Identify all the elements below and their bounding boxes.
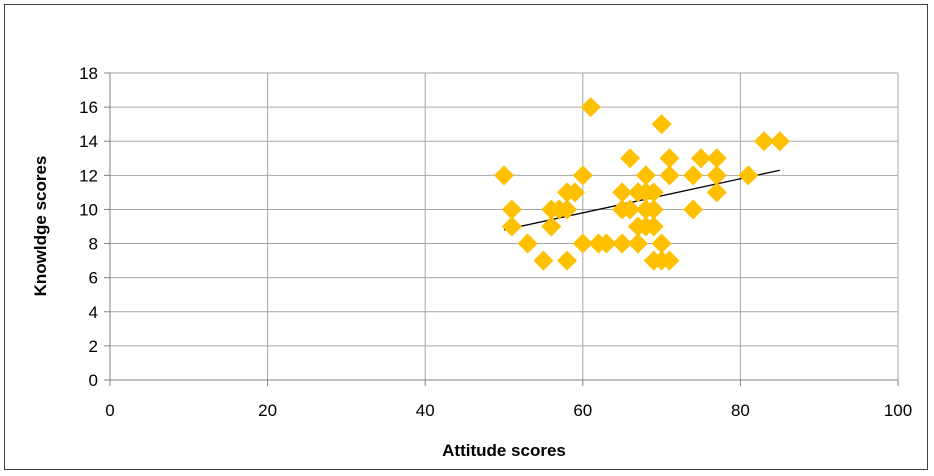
y-tick-label: 0 — [89, 371, 98, 390]
data-point — [691, 148, 711, 169]
data-point — [651, 233, 672, 254]
data-point — [596, 233, 617, 254]
data-point — [643, 182, 664, 203]
data-point — [557, 199, 578, 220]
y-tick-label: 16 — [79, 98, 98, 117]
y-tick-label: 12 — [79, 166, 98, 185]
x-tick-label: 60 — [573, 401, 592, 420]
x-tick-label: 20 — [258, 401, 277, 420]
y-tick-label: 8 — [89, 235, 98, 254]
data-point — [612, 233, 633, 254]
x-axis-title: Attitude scores — [442, 441, 566, 460]
y-tick-label: 18 — [79, 64, 98, 83]
data-point — [635, 165, 656, 186]
y-axis-title: Knowldge scores — [31, 156, 50, 297]
data-point — [706, 165, 727, 186]
chart-frame — [4, 4, 928, 470]
data-points — [494, 97, 790, 271]
data-point — [541, 216, 562, 237]
x-tick-label: 0 — [105, 401, 114, 420]
data-point — [659, 165, 680, 186]
data-point — [627, 233, 648, 254]
y-tick-label: 14 — [79, 132, 98, 151]
data-point — [643, 216, 664, 237]
y-tick-label: 4 — [89, 303, 98, 322]
tick-labels: 0 2 4 6 8 10 12 14 16 18 0 20 40 60 80 100 — [79, 64, 912, 420]
data-point — [564, 182, 585, 203]
data-point — [612, 182, 633, 203]
data-point — [754, 131, 775, 152]
data-point — [683, 165, 704, 186]
data-point — [580, 97, 601, 118]
y-tick-label: 6 — [89, 269, 98, 288]
y-tick-label: 2 — [89, 337, 98, 356]
data-point — [572, 165, 593, 186]
data-point — [494, 165, 514, 186]
data-point — [643, 199, 664, 220]
data-point — [517, 233, 538, 254]
data-point — [769, 131, 790, 152]
data-point — [683, 199, 704, 220]
data-point — [620, 199, 641, 220]
y-tick-label: 10 — [79, 200, 98, 219]
data-point — [620, 148, 641, 169]
data-point — [501, 216, 522, 237]
data-point — [659, 148, 680, 169]
data-point — [659, 250, 680, 271]
data-point — [738, 165, 759, 186]
data-point — [706, 182, 727, 203]
data-point — [533, 250, 554, 271]
data-point — [557, 250, 578, 271]
axes — [104, 72, 899, 386]
x-tick-label: 80 — [731, 401, 750, 420]
x-tick-label: 100 — [884, 401, 912, 420]
data-point — [651, 114, 672, 135]
data-point — [572, 233, 593, 254]
x-tick-label: 40 — [416, 401, 435, 420]
data-point — [706, 148, 727, 169]
data-point — [501, 199, 522, 220]
